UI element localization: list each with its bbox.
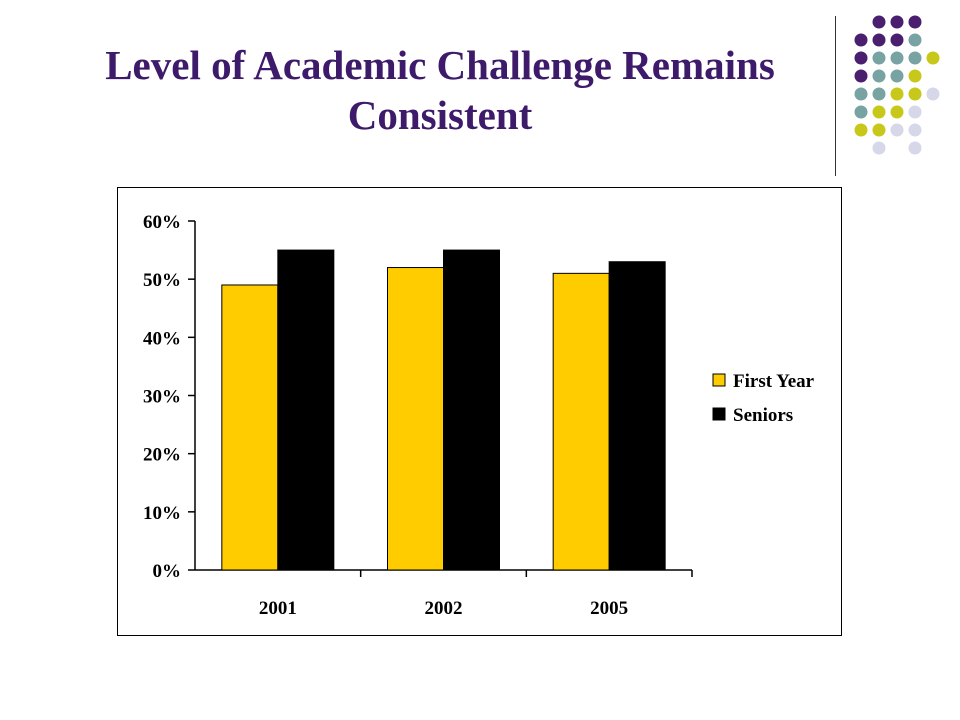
bar — [608, 261, 666, 571]
bar-chart: 0% 10% 20% 30% 40% 50% 60% 2001 2002 2005 First Ye… — [143, 212, 815, 619]
bar — [221, 284, 279, 571]
bar — [552, 272, 610, 571]
y-tick-label: 30% — [143, 387, 181, 408]
decorative-dot — [890, 69, 904, 83]
decorative-dot — [872, 123, 886, 137]
bar — [443, 249, 500, 571]
decorative-dot — [890, 15, 904, 29]
title-divider — [835, 16, 836, 176]
decorative-dot — [908, 33, 922, 47]
decorative-dot — [872, 33, 886, 47]
decorative-dot — [890, 123, 904, 137]
decorative-dot — [908, 105, 922, 119]
legend-label: First Year — [733, 371, 815, 392]
y-tick-label: 40% — [143, 328, 181, 349]
decorative-dot — [890, 51, 904, 65]
decorative-dot — [890, 33, 904, 47]
decorative-dot — [926, 87, 940, 101]
x-category-label: 2001 — [259, 598, 297, 619]
decorative-dot — [908, 69, 922, 83]
decorative-dot — [908, 87, 922, 101]
decorative-dot — [854, 33, 868, 47]
decorative-dot — [872, 15, 886, 29]
decorative-dot — [854, 51, 868, 65]
decorative-dot — [872, 69, 886, 83]
decorative-dot — [890, 87, 904, 101]
decorative-dot — [872, 105, 886, 119]
y-tick-label: 50% — [143, 270, 181, 291]
x-category-label: 2002 — [425, 598, 463, 619]
y-tick-label: 10% — [143, 503, 181, 524]
slide-title: Level of Academic Challenge Remains Cons… — [40, 40, 840, 140]
y-tick-label: 20% — [143, 445, 181, 466]
slide-title-line-2: Consistent — [347, 92, 533, 138]
decorative-dot — [908, 51, 922, 65]
slide-title-line-1: Level of Academic Challenge Remains — [105, 42, 775, 88]
decorative-dot — [872, 141, 886, 155]
decorative-dot — [872, 87, 886, 101]
decorative-dot — [854, 69, 868, 83]
decorative-dot — [908, 15, 922, 29]
decorative-dot — [854, 123, 868, 137]
y-tick-label: 0% — [153, 561, 182, 582]
decorative-dot — [872, 51, 886, 65]
decorative-dot — [854, 87, 868, 101]
chart-frame: 0% 10% 20% 30% 40% 50% 60% 2001 2002 2005 First Ye… — [117, 187, 842, 636]
y-tick-label: 60% — [143, 212, 181, 233]
bar — [277, 249, 335, 571]
decorative-dot — [854, 105, 868, 119]
decorative-dot — [908, 123, 922, 137]
bar — [387, 267, 444, 571]
decorative-dot — [890, 105, 904, 119]
legend-swatch — [712, 373, 726, 387]
legend-swatch — [712, 407, 726, 421]
decorative-dot — [926, 51, 940, 65]
legend-label: Seniors — [733, 405, 793, 426]
x-category-label: 2005 — [590, 598, 628, 619]
decorative-dot — [908, 141, 922, 155]
